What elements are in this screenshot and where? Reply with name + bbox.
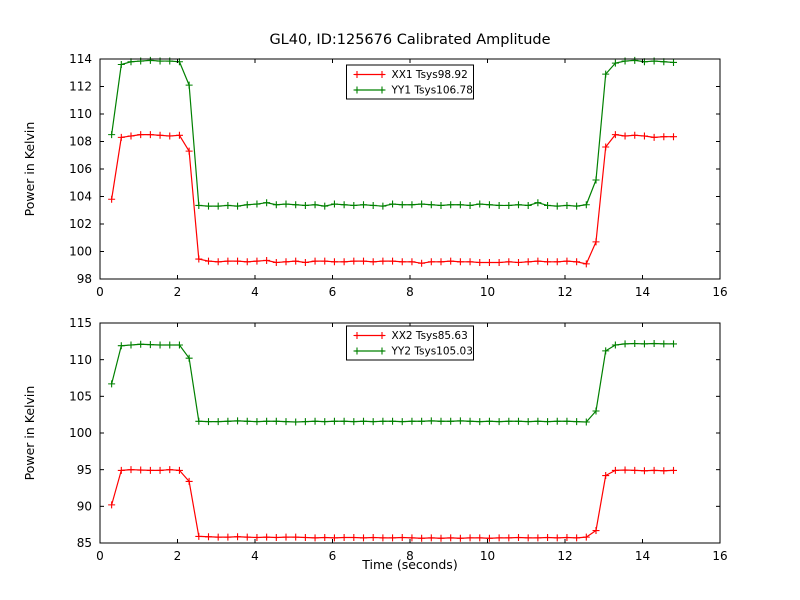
x-tick-label: 4 [251,285,259,299]
x-tick-label: 8 [406,549,414,563]
y-tick-label: 95 [77,463,92,477]
y-tick-label: 106 [69,162,92,176]
legend-key-marker [353,86,361,94]
legend-box [346,64,474,100]
y-tick-label: 115 [69,316,92,330]
legend-box [346,325,474,361]
x-tick-label: 16 [712,549,727,563]
legend-label: XX2 Tsys85.63 [392,330,468,342]
legend-key-marker [353,347,361,355]
y-tick-label: 100 [69,245,92,259]
x-tick-label: 12 [557,549,572,563]
x-tick-label: 14 [635,285,650,299]
bottom-plot: 0 2 4 6 8 10 12 14 16 85 90 95 100 105 110 115 XX2 Tsys8… [69,316,728,563]
x-tick-label: 10 [480,549,495,563]
legend: XX2 Tsys85.63 YY2 Tsys105.03 [346,325,474,361]
x-tick-label: 8 [406,285,414,299]
series-markers-yy2 [108,340,677,426]
y-tick-label: 112 [69,80,92,94]
legend-key-marker [378,71,386,78]
legend-label: YY1 Tsys106.78 [391,85,473,97]
y-tick-label: 114 [69,52,92,66]
y-tick-label: 90 [77,500,92,514]
series-markers-yy1 [108,56,677,210]
x-axis-label: Time (seconds) [362,557,458,572]
x-tick-label: 2 [174,285,182,299]
y-tick-label: 100 [69,426,92,440]
series-markers-xx2 [108,466,677,542]
legend-key-marker [353,71,361,78]
y-tick-label: 110 [69,353,92,367]
x-tick-label: 10 [480,285,495,299]
legend-label: XX1 Tsys98.92 [392,69,468,81]
y-tick-label: 108 [69,135,92,149]
y-tick-label: 85 [77,536,92,550]
x-tick-label: 16 [712,285,727,299]
y-tick-label: 105 [69,390,92,404]
series-markers-xx1 [108,131,677,268]
legend-key-marker [378,332,386,339]
legend-key-marker [378,347,386,355]
y-tick-label: 110 [69,107,92,121]
x-tick-label: 12 [557,285,572,299]
x-tick-label: 14 [635,549,650,563]
legend-label: YY2 Tsys105.03 [391,346,473,358]
legend-key-marker [353,332,361,339]
legend: XX1 Tsys98.92 YY1 Tsys106.78 [346,64,474,100]
x-tick-label: 6 [329,285,337,299]
x-tick-label: 2 [174,549,182,563]
x-tick-label: 0 [96,549,104,563]
top-plot: 0 2 4 6 8 10 12 14 16 98 100 102 104 106 108 110 112 114 X… [69,52,728,299]
x-tick-label: 6 [329,549,337,563]
x-tick-label: 4 [251,549,259,563]
chart-title: GL40, ID:125676 Calibrated Amplitude [269,32,551,48]
y-tick-label: 102 [69,217,92,231]
y-tick-label: 104 [69,190,92,204]
y-tick-label: 98 [77,272,92,286]
legend-key-marker [378,86,386,94]
x-tick-label: 0 [96,285,104,299]
